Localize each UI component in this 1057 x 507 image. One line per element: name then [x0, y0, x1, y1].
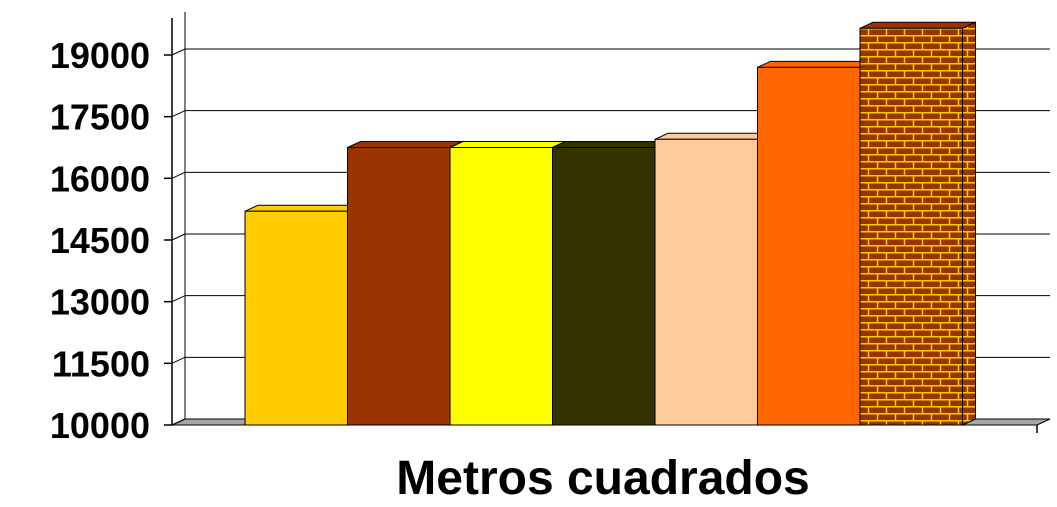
gridline-depth: [171, 295, 186, 303]
bar-top: [859, 21, 976, 29]
bar: [859, 21, 976, 426]
y-tick-labels: 10000 11500 13000 14500 16000 17500 19000: [50, 35, 150, 446]
value-axis: [164, 12, 1038, 433]
bar-top: [449, 141, 566, 148]
bar-front: [244, 210, 348, 426]
bar-top: [552, 141, 669, 148]
gridline-depth: [171, 171, 186, 179]
y-tick-label: 14500: [50, 220, 150, 261]
bar-front: [449, 147, 553, 426]
y-tick-label: 11500: [52, 343, 150, 384]
bar-top: [347, 141, 464, 148]
bar-front: [859, 27, 963, 426]
bar-side-pattern: [962, 21, 976, 426]
bar: [757, 60, 874, 426]
bar: [347, 140, 464, 426]
bar-top: [244, 204, 361, 212]
bar: [244, 204, 361, 426]
bar-front: [552, 147, 656, 426]
bar: [552, 140, 669, 426]
y-tick-label: 17500: [50, 97, 150, 138]
gridline-depth: [171, 418, 186, 426]
bars: [244, 21, 976, 426]
bar-front: [757, 66, 861, 426]
bar-front: [654, 138, 758, 426]
bar-top: [757, 60, 874, 68]
bar-front: [347, 147, 451, 426]
y-tick-label: 10000: [50, 405, 150, 446]
x-axis-title: Metros cuadrados: [396, 452, 809, 505]
bar: [449, 140, 566, 426]
y-tick-label: 19000: [50, 35, 150, 76]
y-tick-label: 16000: [50, 158, 150, 199]
bar-top: [654, 132, 771, 140]
gridline-depth: [171, 356, 186, 364]
gridline-depth: [171, 233, 186, 241]
y-tick-label: 13000: [50, 282, 150, 323]
gridline-depth: [171, 48, 186, 56]
bar: [654, 132, 771, 426]
gridline-depth: [171, 110, 186, 118]
